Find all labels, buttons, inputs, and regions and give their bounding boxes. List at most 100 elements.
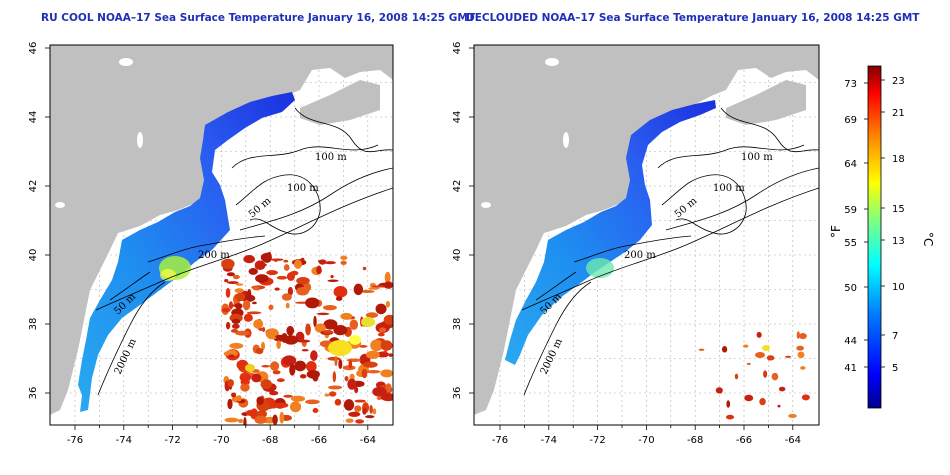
sst-speckle: [342, 365, 356, 371]
contour-label: 200 m: [624, 250, 656, 261]
y-tick-label: 38: [28, 318, 39, 331]
sst-speckle: [385, 300, 390, 308]
sst-speckle: [286, 325, 295, 336]
sst-speckle: [784, 355, 792, 358]
sst-speckle: [275, 334, 285, 339]
sst-speckle: [225, 321, 231, 330]
sst-speckle: [221, 258, 235, 270]
sst-speckle: [248, 268, 258, 275]
sst-speckle: [338, 358, 343, 370]
contour-label: 100 m: [315, 152, 347, 163]
y-tick-label: 44: [452, 111, 463, 124]
sst-speckle: [359, 344, 368, 348]
y-tick-label: 42: [28, 180, 39, 193]
sst-speckle: [796, 331, 800, 339]
x-tick-label: -68: [262, 435, 278, 446]
y-tick-label: 38: [452, 318, 463, 331]
sst-speckle: [310, 350, 318, 361]
sst-speckle: [799, 332, 807, 340]
right-map-title: DECLOUDED NOAA–17 Sea Surface Temperatur…: [466, 12, 920, 24]
fahrenheit-tick-label: 64: [844, 159, 857, 170]
sst-speckle: [279, 411, 285, 424]
sst-speckle: [236, 395, 242, 402]
sst-speckle: [252, 301, 257, 305]
sst-speckle: [296, 276, 310, 285]
sst-speckle: [347, 378, 357, 390]
land-mass: [726, 80, 806, 125]
sst-speckle: [323, 319, 338, 330]
warm-water-patch: [160, 269, 176, 281]
sst-speckle: [269, 390, 279, 396]
sst-speckle: [349, 319, 359, 330]
fahrenheit-unit-label: °F: [829, 225, 843, 238]
y-tick-label: 36: [452, 387, 463, 400]
sst-speckle: [266, 270, 278, 276]
bathymetry-contours: [521, 107, 819, 396]
sst-speckle: [380, 369, 393, 378]
sst-speckle: [298, 339, 311, 343]
sst-speckle: [242, 299, 251, 311]
sst-speckle: [365, 415, 375, 419]
sst-speckle: [276, 340, 282, 349]
contour-label: 100 m: [741, 152, 773, 163]
sst-speckle: [349, 335, 361, 345]
fahrenheit-tick-label: 69: [844, 115, 857, 126]
sst-speckle: [797, 351, 805, 359]
sst-speckle: [273, 258, 278, 262]
sst-speckle: [225, 349, 238, 358]
sst-speckle: [385, 383, 392, 393]
sst-speckle: [734, 373, 739, 380]
sst-speckle: [354, 399, 366, 403]
sst-speckle: [229, 342, 244, 349]
celsius-unit-label: °C: [921, 232, 935, 246]
y-tick-label: 36: [28, 387, 39, 400]
sst-speckle: [258, 327, 265, 331]
sst-speckle: [355, 419, 365, 424]
sst-speckle: [226, 272, 235, 277]
sst-speckle: [272, 414, 278, 425]
sst-speckle: [362, 361, 378, 368]
fahrenheit-tick-label: 73: [844, 79, 857, 90]
sst-speckle: [232, 274, 240, 280]
sst-speckle: [372, 408, 377, 415]
sst-speckle: [361, 368, 368, 379]
left-sst-map: 100 m 100 m 50 m 200 m 50 m 2000 m -76 -7…: [28, 42, 394, 446]
sst-speckle: [698, 348, 705, 351]
sst-speckle: [324, 261, 336, 265]
sst-speckle: [354, 405, 362, 412]
sst-speckle: [778, 386, 786, 392]
sst-speckle: [231, 392, 237, 398]
sst-speckle: [362, 407, 367, 415]
sst-speckle: [744, 394, 754, 402]
sst-speckle: [376, 396, 382, 401]
sst-speckle: [296, 286, 310, 296]
sst-speckle: [354, 386, 359, 394]
lake: [563, 132, 569, 148]
sst-speckle: [235, 283, 244, 286]
sst-speckle: [268, 304, 274, 310]
x-tick-label: -66: [736, 435, 752, 446]
sst-speckle: [334, 398, 342, 406]
x-tick-label: -74: [116, 435, 132, 446]
y-tick-label: 40: [452, 249, 463, 262]
sst-speckle: [380, 340, 393, 351]
sst-speckle: [759, 398, 766, 406]
x-tick-label: -70: [213, 435, 229, 446]
sst-speckle: [256, 396, 264, 406]
sst-speckle: [375, 303, 387, 315]
x-tick-label: -64: [360, 435, 376, 446]
sst-speckle: [348, 359, 353, 369]
sst-shelf-water: [78, 92, 295, 412]
sst-speckle: [746, 362, 751, 366]
sst-speckle: [369, 404, 373, 414]
sst-speckle: [232, 323, 240, 329]
sst-speckle: [372, 386, 387, 397]
sst-speckle: [243, 255, 255, 264]
sst-speckle: [238, 418, 244, 424]
sst-speckle: [234, 288, 244, 293]
sst-speckle: [359, 289, 375, 293]
sst-speckle: [801, 394, 810, 401]
sst-speckle: [224, 278, 229, 283]
sst-speckle: [328, 391, 337, 397]
